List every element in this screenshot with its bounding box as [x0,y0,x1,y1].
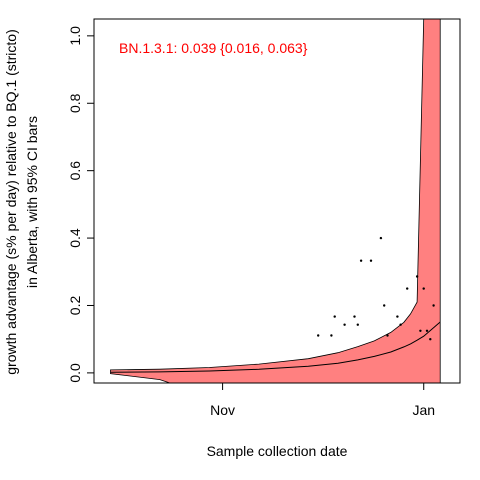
data-points-layer [317,236,435,341]
data-point [429,338,432,341]
data-point [343,323,346,326]
y-tick-label: 0.2 [67,296,83,316]
y-axis-title-line2: in Alberta, with 95% CI bars [24,116,40,288]
data-point [369,259,373,262]
data-point [317,334,320,337]
y-tick-label: 1.0 [67,26,83,46]
data-point [399,323,402,326]
x-axis: Nov Jan [210,383,435,418]
data-point [333,315,336,318]
fit-line-layer [110,321,441,373]
data-point [406,287,409,290]
x-tick-label: Nov [210,402,235,418]
data-point [432,304,435,307]
y-tick-label: 0.4 [67,228,83,248]
data-point [419,329,422,332]
data-point [415,275,419,278]
y-axis-title-line1: growth advantage (s% per day) relative t… [3,29,19,374]
y-tick-label: 0.6 [67,161,83,181]
data-point [396,315,399,318]
variant-annotation: BN.1.3.1: 0.039 {0.016, 0.063} [119,40,308,56]
data-point [383,304,386,307]
ci-band-layer [110,19,441,383]
y-tick-label: 0.8 [67,93,83,113]
y-axis: 0.0 0.2 0.4 0.6 0.8 1.0 [67,26,94,383]
plot-frame [93,18,461,384]
x-axis-title: Sample collection date [207,443,348,459]
y-tick-label: 0.0 [67,363,83,383]
ci-band-0 [110,19,441,383]
data-point [425,329,429,332]
data-point [379,236,383,240]
data-point [359,259,363,262]
data-point [422,287,425,290]
data-point [330,334,333,337]
data-point [356,323,359,326]
x-tick-label: Jan [412,402,435,418]
fit-line-0 [110,321,441,373]
data-point [386,334,389,337]
data-point [353,315,356,318]
